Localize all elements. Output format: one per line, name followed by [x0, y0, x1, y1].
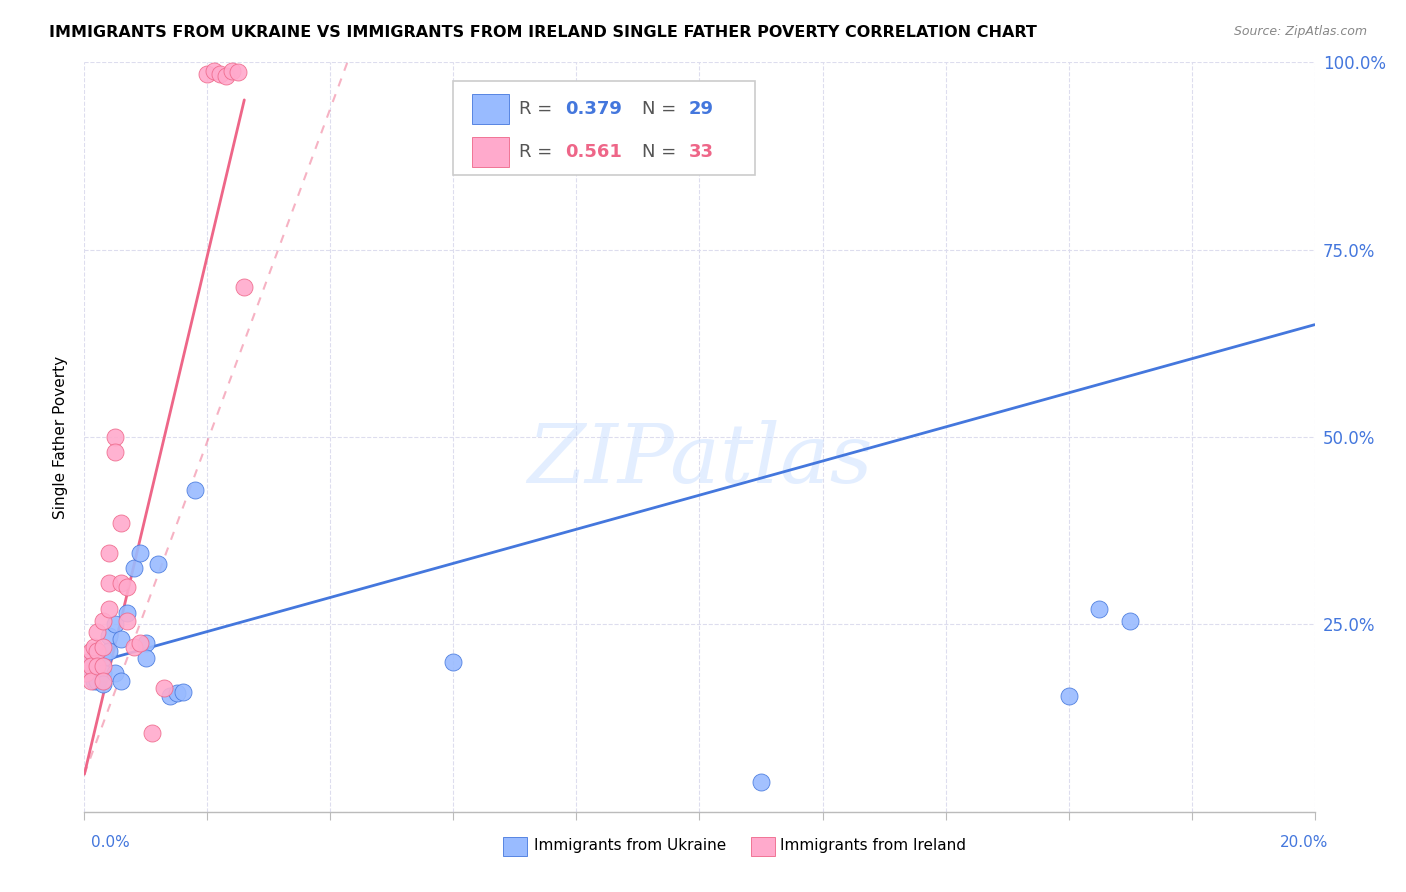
- FancyBboxPatch shape: [472, 94, 509, 124]
- Immigrants from Ireland: [91, 658, 114, 673]
- Text: 0.0%: 0.0%: [91, 836, 131, 850]
- Immigrants from Ireland: [202, 64, 225, 78]
- Immigrants from Ukraine: [135, 651, 157, 665]
- Immigrants from Ireland: [75, 666, 97, 681]
- Text: 33: 33: [689, 144, 713, 161]
- Immigrants from Ireland: [104, 430, 127, 444]
- Text: Immigrants from Ukraine: Immigrants from Ukraine: [534, 838, 727, 853]
- Immigrants from Ukraine: [98, 643, 120, 657]
- Immigrants from Ukraine: [91, 651, 114, 665]
- Text: 20.0%: 20.0%: [1281, 836, 1329, 850]
- Immigrants from Ireland: [83, 640, 105, 654]
- Text: 0.379: 0.379: [565, 100, 623, 118]
- Immigrants from Ireland: [91, 614, 114, 628]
- Immigrants from Ireland: [128, 636, 150, 650]
- Immigrants from Ireland: [79, 673, 101, 688]
- Immigrants from Ireland: [91, 673, 114, 688]
- Immigrants from Ireland: [79, 643, 101, 657]
- Immigrants from Ukraine: [86, 673, 108, 688]
- Text: R =: R =: [519, 100, 558, 118]
- FancyBboxPatch shape: [454, 81, 755, 175]
- Immigrants from Ukraine: [117, 606, 139, 620]
- Immigrants from Ukraine: [749, 774, 772, 789]
- Text: 29: 29: [689, 100, 713, 118]
- Immigrants from Ireland: [117, 580, 139, 594]
- Immigrants from Ukraine: [86, 643, 108, 657]
- Immigrants from Ireland: [226, 65, 249, 79]
- Text: Source: ZipAtlas.com: Source: ZipAtlas.com: [1233, 25, 1367, 38]
- Immigrants from Ireland: [141, 726, 163, 740]
- Immigrants from Ukraine: [91, 677, 114, 691]
- Text: IMMIGRANTS FROM UKRAINE VS IMMIGRANTS FROM IRELAND SINGLE FATHER POVERTY CORRELA: IMMIGRANTS FROM UKRAINE VS IMMIGRANTS FR…: [49, 25, 1038, 40]
- Immigrants from Ireland: [86, 658, 108, 673]
- Immigrants from Ireland: [110, 576, 132, 591]
- Immigrants from Ukraine: [166, 686, 188, 700]
- Immigrants from Ukraine: [122, 561, 145, 575]
- Immigrants from Ireland: [98, 576, 120, 591]
- Text: ZIPatlas: ZIPatlas: [527, 419, 872, 500]
- Immigrants from Ireland: [76, 655, 98, 669]
- Text: N =: N =: [641, 144, 682, 161]
- Immigrants from Ukraine: [1057, 689, 1080, 703]
- Immigrants from Ireland: [79, 658, 101, 673]
- Immigrants from Ireland: [197, 67, 219, 81]
- Immigrants from Ukraine: [1119, 614, 1142, 628]
- Immigrants from Ukraine: [148, 558, 170, 572]
- Immigrants from Ireland: [233, 280, 256, 294]
- Immigrants from Ireland: [153, 681, 176, 695]
- Immigrants from Ukraine: [443, 655, 465, 669]
- Immigrants from Ireland: [221, 63, 243, 78]
- Immigrants from Ireland: [98, 602, 120, 616]
- Immigrants from Ireland: [98, 546, 120, 560]
- Immigrants from Ireland: [122, 640, 145, 654]
- Immigrants from Ukraine: [172, 685, 194, 699]
- Immigrants from Ukraine: [79, 655, 101, 669]
- Immigrants from Ireland: [215, 69, 238, 83]
- Immigrants from Ireland: [117, 614, 139, 628]
- Text: Immigrants from Ireland: Immigrants from Ireland: [780, 838, 966, 853]
- Immigrants from Ireland: [86, 643, 108, 657]
- FancyBboxPatch shape: [472, 137, 509, 167]
- Immigrants from Ireland: [91, 640, 114, 654]
- Immigrants from Ukraine: [104, 666, 127, 681]
- Immigrants from Ukraine: [1088, 602, 1111, 616]
- Text: R =: R =: [519, 144, 558, 161]
- Immigrants from Ukraine: [91, 666, 114, 681]
- Immigrants from Ukraine: [110, 632, 132, 647]
- Immigrants from Ukraine: [135, 636, 157, 650]
- Y-axis label: Single Father Poverty: Single Father Poverty: [53, 356, 69, 518]
- Immigrants from Ukraine: [110, 673, 132, 688]
- Immigrants from Ireland: [208, 67, 231, 81]
- Immigrants from Ukraine: [159, 689, 181, 703]
- Text: 0.561: 0.561: [565, 144, 623, 161]
- Immigrants from Ukraine: [184, 483, 207, 497]
- Immigrants from Ukraine: [128, 546, 150, 560]
- Immigrants from Ireland: [104, 445, 127, 459]
- Immigrants from Ukraine: [76, 658, 98, 673]
- Immigrants from Ukraine: [98, 629, 120, 643]
- Immigrants from Ukraine: [104, 617, 127, 632]
- Immigrants from Ukraine: [83, 673, 105, 688]
- Immigrants from Ireland: [86, 624, 108, 639]
- Text: N =: N =: [641, 100, 682, 118]
- Immigrants from Ireland: [110, 516, 132, 531]
